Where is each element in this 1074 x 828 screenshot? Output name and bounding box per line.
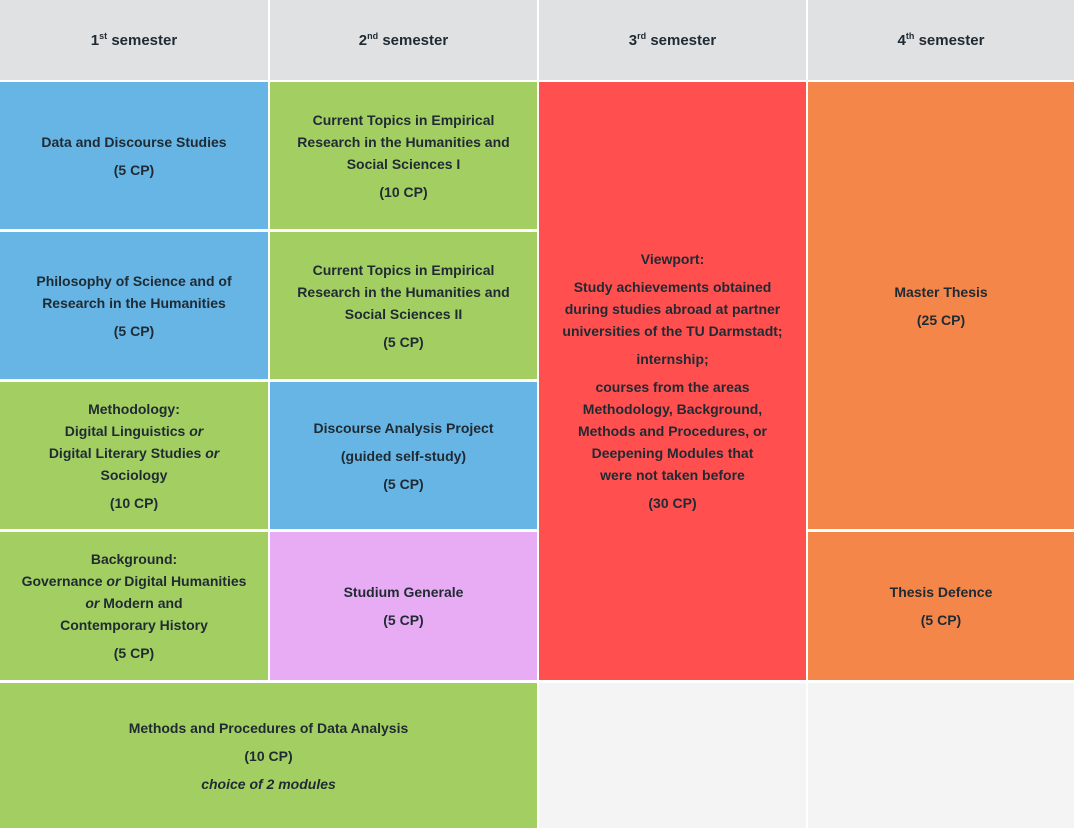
module-methodology: Methodology: Digital Linguistics or Digi…: [0, 382, 268, 529]
empty-cell: [539, 683, 806, 828]
module-methods-procedures: Methods and Procedures of Data Analysis …: [0, 683, 537, 828]
module-title: Data and Discourse Studies: [41, 133, 227, 150]
semester-ordinal-suffix: st: [99, 31, 108, 41]
module-cp: (10 CP): [109, 494, 159, 511]
semester-number: 4: [897, 32, 906, 49]
module-title: Thesis Defence: [889, 584, 993, 600]
header-semester-3: 3rd semester: [539, 0, 806, 80]
module-title: Methods and Procedures of Data Analysis: [128, 719, 409, 736]
module-title: Master Thesis: [894, 283, 988, 300]
header-semester-1: 1st semester: [0, 0, 268, 80]
module-studium-generale: Studium Generale (5 CP): [270, 532, 537, 680]
module-title: Discourse Analysis Project: [313, 419, 494, 436]
module-cp: (5 CP): [113, 322, 155, 339]
option-modern-and: Modern and: [103, 595, 183, 611]
header-semester-2: 2nd semester: [270, 0, 537, 80]
header-semester-4: 4th semester: [808, 0, 1074, 80]
module-title: Background:: [90, 551, 178, 567]
viewport-line: were not taken before: [600, 467, 745, 483]
module-cp: (5 CP): [383, 612, 424, 628]
semester-ordinal-suffix: nd: [367, 31, 379, 41]
or-connector: or: [85, 595, 100, 611]
module-philosophy-of-science: Philosophy of Science and of Research in…: [0, 232, 268, 379]
semester-label: semester: [382, 32, 449, 49]
module-thesis-defence: Thesis Defence (5 CP): [808, 532, 1074, 680]
module-note: choice of 2 modules: [201, 775, 336, 792]
module-title: Methodology:: [88, 400, 180, 417]
module-viewport: Viewport: Study achievements obtained du…: [539, 82, 806, 680]
module-cp: (5 CP): [113, 645, 155, 661]
module-title-line-2: Research in the Humanities and: [297, 133, 510, 150]
semester-ordinal-suffix: th: [905, 31, 915, 41]
viewport-line: universities of the TU Darmstadt;: [562, 323, 783, 339]
or-connector: or: [189, 422, 204, 439]
semester-label: semester: [918, 32, 985, 49]
semester-number: 2: [358, 32, 368, 49]
viewport-line: Methods and Procedures, or: [577, 423, 768, 439]
module-cp: (5 CP): [383, 333, 424, 350]
viewport-line: during studies abroad at partner: [564, 301, 781, 317]
module-cp: (10 CP): [379, 183, 428, 200]
option-sociology: Sociology: [100, 466, 168, 483]
viewport-internship: internship;: [636, 351, 709, 367]
option-digital-humanities: Digital Humanities: [124, 573, 247, 589]
module-data-discourse-studies: Data and Discourse Studies (5 CP): [0, 82, 268, 229]
module-title-line-2: Research in the Humanities: [42, 294, 226, 311]
module-master-thesis: Master Thesis (25 CP): [808, 82, 1074, 529]
semester-ordinal-suffix: rd: [637, 31, 647, 41]
module-current-topics-1: Current Topics in Empirical Research in …: [270, 82, 537, 229]
viewport-line: Study achievements obtained: [573, 279, 772, 295]
option-digital-literary-studies: Digital Literary Studies: [48, 444, 202, 461]
module-discourse-analysis-project: Discourse Analysis Project (guided self-…: [270, 382, 537, 529]
module-cp: (5 CP): [113, 161, 155, 178]
module-cp: (5 CP): [920, 612, 962, 628]
option-contemporary-history: Contemporary History: [60, 617, 208, 633]
module-title-line-1: Current Topics in Empirical: [312, 261, 495, 278]
viewport-line: courses from the areas: [595, 379, 750, 395]
module-title-line-3: Social Sciences II: [344, 305, 463, 322]
module-title-line-2: Research in the Humanities and: [297, 283, 510, 300]
module-cp: (5 CP): [383, 475, 424, 492]
module-cp: (30 CP): [648, 495, 697, 511]
semester-label: semester: [650, 32, 717, 49]
empty-cell: [808, 683, 1074, 828]
module-title: Viewport:: [640, 251, 705, 267]
module-title-line-1: Current Topics in Empirical: [312, 111, 495, 128]
semester-label: semester: [111, 32, 178, 49]
module-title-line-1: Philosophy of Science and of: [36, 272, 232, 289]
or-connector: or: [106, 573, 121, 589]
module-background: Background: Governance or Digital Humani…: [0, 532, 268, 680]
option-governance: Governance: [21, 573, 103, 589]
module-current-topics-2: Current Topics in Empirical Research in …: [270, 232, 537, 379]
module-title: Studium Generale: [343, 584, 464, 600]
module-title-line-3: Social Sciences I: [346, 155, 461, 172]
viewport-line: Methodology, Background,: [582, 401, 763, 417]
option-digital-linguistics: Digital Linguistics: [64, 422, 186, 439]
viewport-line: Deepening Modules that: [591, 445, 754, 461]
module-cp: (10 CP): [244, 747, 293, 764]
or-connector: or: [205, 444, 220, 461]
module-cp: (25 CP): [916, 311, 966, 328]
semester-number: 3: [628, 32, 638, 49]
module-subtitle: (guided self-study): [340, 447, 467, 464]
semester-number: 1: [90, 32, 100, 49]
